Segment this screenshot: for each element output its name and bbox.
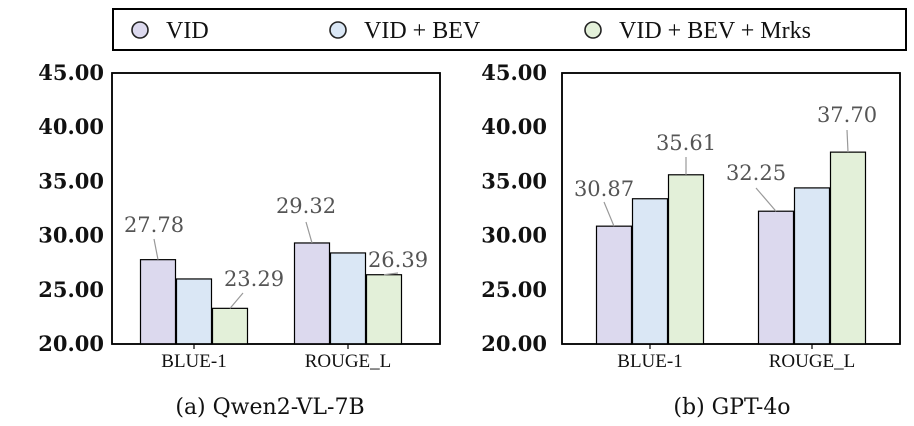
chart-caption: (b) GPT-4o (673, 395, 790, 420)
plot-border (111, 72, 441, 345)
legend-marker (131, 21, 149, 39)
x-tick-label: ROUGE_L (305, 351, 392, 372)
data-label-leader (305, 221, 313, 244)
y-tick-label: 40.00 (38, 114, 104, 139)
y-tick-label: 30.00 (481, 223, 547, 248)
data-label-leader (153, 238, 159, 260)
y-tick-label: 35.00 (481, 168, 547, 193)
data-label: 37.70 (817, 103, 877, 127)
y-tick-label: 30.00 (38, 223, 104, 248)
data-label-leader (229, 292, 244, 309)
x-tick-label: BLUE-1 (617, 351, 682, 372)
data-label: 23.29 (224, 267, 284, 291)
y-tick-label: 45.00 (481, 60, 547, 85)
bar-vid-rouge-l (757, 210, 795, 345)
legend-label: VID (166, 18, 209, 44)
bar-vid-bev-mrks-blue-1 (211, 307, 249, 345)
legend: VID VID + BEV VID + BEV + Mrks (112, 8, 907, 51)
y-tick-label: 45.00 (38, 60, 104, 85)
data-label: 35.61 (656, 131, 716, 155)
bar-vid-bev-blue-1 (175, 278, 213, 345)
bar-vid-bev-rouge-l (329, 252, 367, 345)
chart-caption: (a) Qwen2-VL-7B (175, 395, 364, 420)
y-tick-label: 20.00 (481, 331, 547, 356)
data-label-leader (383, 272, 399, 276)
legend-label: VID + BEV (364, 18, 481, 44)
data-label: 30.87 (574, 177, 634, 201)
data-label: 27.78 (124, 213, 184, 237)
data-label: 29.32 (276, 194, 336, 218)
y-tick-label: 20.00 (38, 331, 104, 356)
bar-vid-bev-mrks-rouge-l (365, 274, 403, 345)
x-tick-label: BLUE-1 (161, 351, 226, 372)
legend-marker (584, 21, 602, 39)
y-tick-label: 25.00 (38, 277, 104, 302)
bar-vid-blue-1 (139, 259, 177, 345)
chart-gpt-4o: 20.00 25.00 30.00 35.00 40.00 45.00 BLUE-1 ROUG… (481, 60, 901, 420)
data-label: 26.39 (368, 248, 428, 272)
legend-marker (329, 21, 347, 39)
bar-vid-rouge-l (293, 242, 331, 345)
data-label: 32.25 (726, 161, 786, 185)
data-label-leader (846, 129, 849, 153)
bar-vid-bev-blue-1 (631, 198, 669, 345)
y-tick-label: 35.00 (38, 168, 104, 193)
x-tick-label: ROUGE_L (769, 351, 856, 372)
data-label-leader (755, 187, 777, 212)
bar-vid-blue-1 (595, 225, 633, 345)
legend-label: VID + BEV + Mrks (619, 18, 811, 44)
legend-frame (112, 8, 907, 51)
bar-vid-bev-mrks-rouge-l (829, 151, 867, 345)
bar-vid-bev-rouge-l (793, 187, 831, 345)
y-tick-label: 40.00 (481, 114, 547, 139)
data-label-leader (603, 201, 615, 227)
bar-vid-bev-mrks-blue-1 (667, 174, 705, 345)
plot-border (561, 72, 901, 345)
y-tick-label: 25.00 (481, 277, 547, 302)
chart-qwen2-vl-7b: 20.00 25.00 30.00 35.00 40.00 45.00 BLUE-1 ROUG… (38, 60, 441, 420)
